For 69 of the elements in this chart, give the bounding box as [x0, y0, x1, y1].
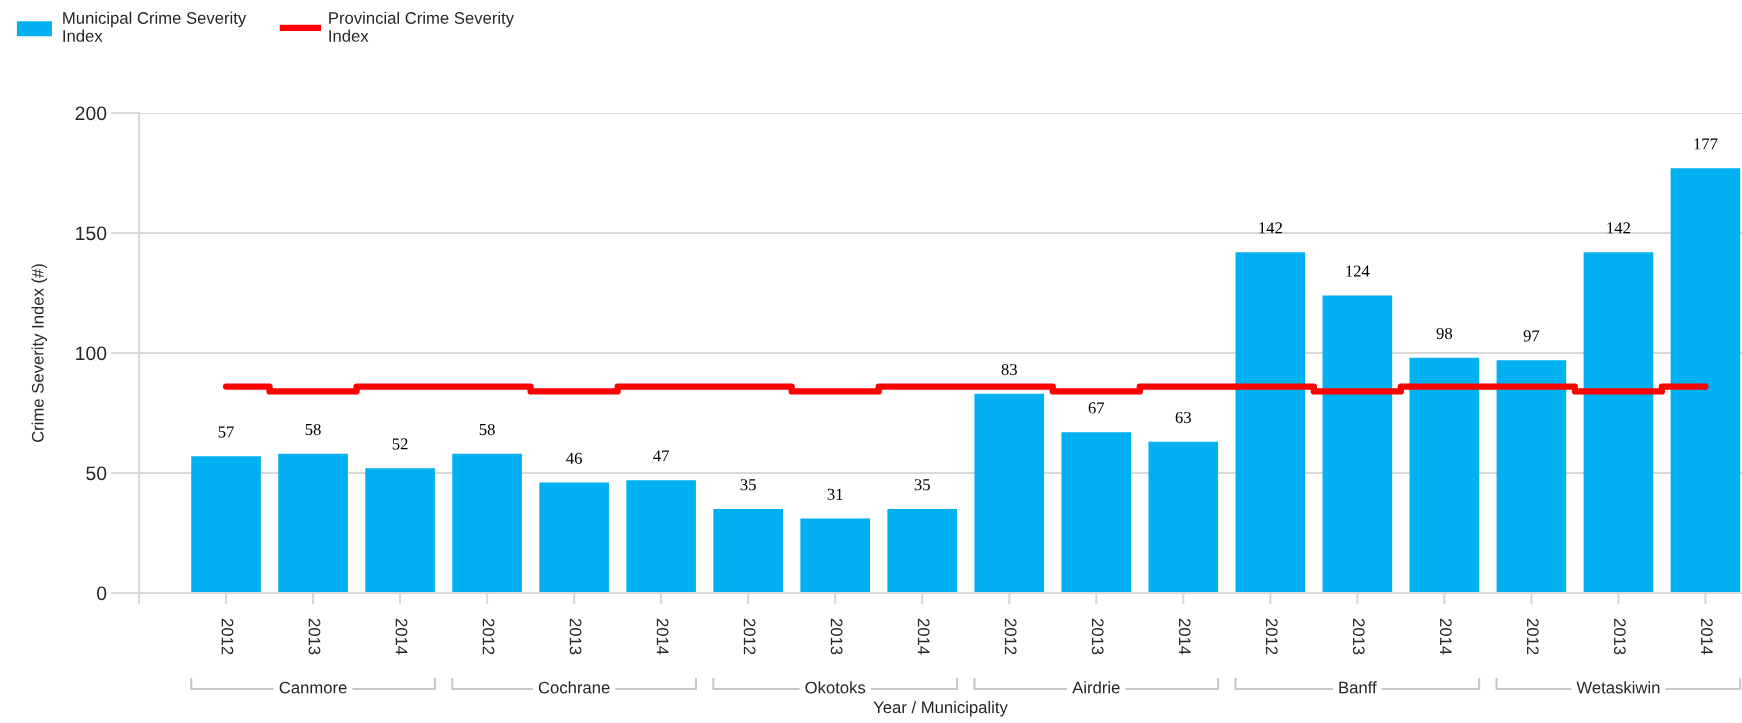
- bar: [1583, 252, 1654, 593]
- data-label: 98: [1436, 327, 1453, 340]
- y-tick-label: 50: [86, 466, 107, 481]
- x-tick-label: 2014: [656, 618, 669, 655]
- data-label: 83: [1001, 363, 1017, 376]
- text: Airdrie: [1072, 681, 1120, 694]
- x-tick-label: 2012: [1004, 618, 1017, 655]
- bar: [1148, 441, 1219, 593]
- x-tick-label: 2014: [917, 618, 930, 655]
- bar: [887, 509, 958, 593]
- x-tick-label: 2013: [1091, 618, 1104, 655]
- data-label: 35: [740, 479, 756, 491]
- data-label: 58: [479, 423, 495, 436]
- data-label: 63: [1175, 411, 1191, 424]
- text: Wetaskiwin: [1576, 681, 1660, 694]
- y-axis-title: Crime Severity Index (#): [31, 264, 47, 442]
- bar: [1322, 295, 1393, 593]
- data-label: 35: [914, 479, 930, 491]
- bar: [278, 453, 348, 593]
- x-tick-label: 2012: [743, 618, 756, 655]
- bar: [539, 482, 609, 593]
- data-label: 67: [1088, 402, 1105, 414]
- data-label: 46: [566, 452, 582, 464]
- x-tick-label: 2013: [569, 618, 582, 655]
- x-tick-label: 2013: [1613, 618, 1626, 655]
- data-label: 31: [827, 488, 843, 500]
- legend-label: Municipal Crime Severity Index: [63, 11, 247, 42]
- data-label: 47: [653, 450, 669, 462]
- bar: [974, 393, 1045, 593]
- data-label: 52: [392, 438, 408, 450]
- data-label: 177: [1694, 138, 1718, 150]
- text: Cochrane: [538, 681, 610, 694]
- y-tick-label: 200: [75, 106, 107, 121]
- x-tick-label: 2013: [1352, 618, 1365, 655]
- bar: [1496, 360, 1567, 593]
- bar: [191, 456, 261, 593]
- x-tick-label: 2013: [308, 618, 321, 655]
- data-label: 58: [305, 423, 321, 436]
- y-tick-label: 0: [97, 586, 107, 601]
- bar: [800, 518, 871, 593]
- x-tick-label: 2012: [221, 618, 234, 655]
- y-tick-label: 150: [76, 226, 107, 241]
- x-tick-label: 2014: [1700, 618, 1713, 655]
- text: Okotoks: [805, 681, 866, 694]
- bar: [1061, 432, 1132, 593]
- data-label: 142: [1259, 222, 1282, 234]
- x-tick-label: 2013: [830, 618, 843, 655]
- data-label: 97: [1523, 330, 1540, 342]
- bar: [365, 468, 435, 593]
- bar: [1235, 252, 1306, 593]
- x-tick-label: 2014: [1439, 618, 1452, 655]
- text: Banff: [1339, 681, 1377, 694]
- y-tick-label: 100: [76, 346, 107, 361]
- x-axis-title: Year / Municipality: [873, 701, 1008, 717]
- x-tick-label: 2014: [1178, 618, 1191, 655]
- legend-label: Provincial Crime Severity Index: [329, 11, 514, 42]
- bar: [1670, 168, 1741, 593]
- bar: [1409, 357, 1480, 593]
- data-label: 142: [1607, 222, 1631, 234]
- x-tick-label: 2012: [1526, 618, 1539, 655]
- text: Canmore: [279, 681, 347, 694]
- x-tick-label: 2012: [1265, 618, 1278, 655]
- bar: [452, 453, 522, 593]
- data-label: 57: [218, 426, 234, 438]
- x-tick-label: 2012: [482, 618, 495, 655]
- data-label: 124: [1346, 265, 1370, 277]
- bar: [626, 480, 696, 593]
- x-tick-label: 2014: [395, 618, 408, 655]
- bar: [713, 509, 783, 593]
